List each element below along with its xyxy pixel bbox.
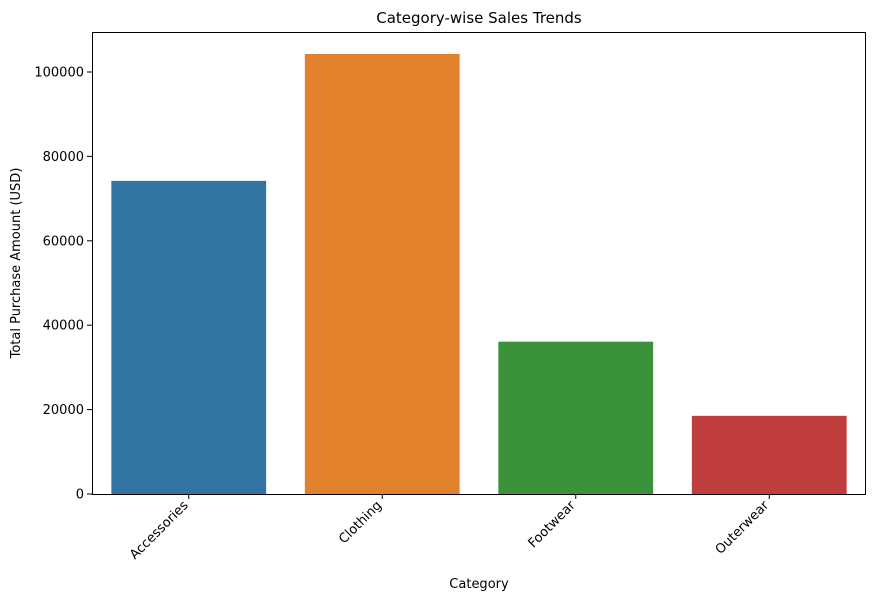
y-tick-label: 80000 <box>43 150 84 165</box>
y-tick-label: 40000 <box>43 319 84 334</box>
x-tick-label: Clothing <box>336 498 385 547</box>
bar-outerwear <box>691 415 847 494</box>
y-tick-label: 60000 <box>43 234 84 249</box>
y-axis: 0 20000 40000 60000 80000 100000 <box>34 65 92 503</box>
y-tick-label: 20000 <box>43 403 84 418</box>
x-tick-label: Footwear <box>526 498 579 551</box>
bar-footwear <box>498 341 654 494</box>
plot-frame <box>92 32 866 495</box>
x-tick-label: Accessories <box>127 498 192 563</box>
bar-clothing <box>304 53 460 494</box>
x-axis-title: Category <box>449 577 509 592</box>
y-tick-label: 0 <box>76 488 84 503</box>
x-axis: Accessories Clothing Footwear Outerwear <box>127 494 773 563</box>
y-axis-title: Total Purchase Amount (USD) <box>9 168 24 360</box>
bars-layer <box>111 53 847 494</box>
bar-accessories <box>111 180 267 494</box>
y-tick-label: 100000 <box>34 65 84 80</box>
chart-title: Category-wise Sales Trends <box>376 9 582 27</box>
x-tick-label: Outerwear <box>713 498 773 558</box>
